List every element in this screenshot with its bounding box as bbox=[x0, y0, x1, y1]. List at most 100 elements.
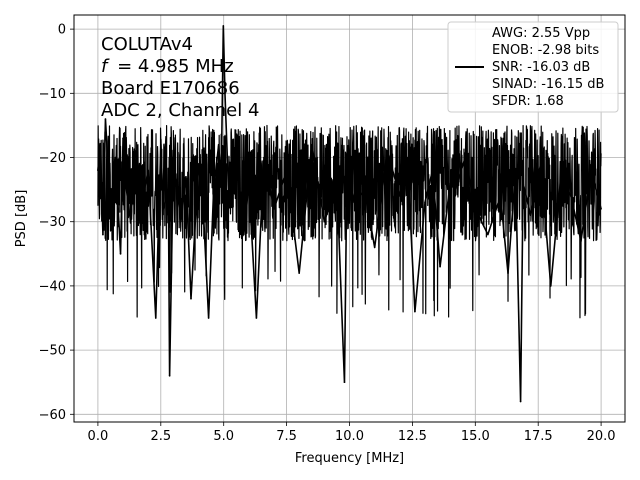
y-tick-label: 0 bbox=[58, 23, 66, 38]
psd-line bbox=[97, 25, 602, 403]
psd-point bbox=[399, 195, 401, 197]
psd-point bbox=[99, 143, 102, 146]
y-tick-label: −60 bbox=[39, 408, 66, 423]
psd-point bbox=[109, 208, 112, 210]
psd-point bbox=[464, 156, 467, 159]
psd-point bbox=[570, 195, 572, 197]
legend-line-3: SNR: -16.03 dB bbox=[492, 60, 590, 75]
psd-point bbox=[97, 169, 99, 172]
psd-point bbox=[248, 182, 250, 184]
psd-point bbox=[310, 143, 313, 146]
psd-point bbox=[273, 208, 275, 210]
annotation-block: COLUTAv4 f = 4.985 MHz Board E170686 ADC… bbox=[101, 34, 259, 121]
psd-point bbox=[519, 400, 522, 403]
psd-point bbox=[102, 233, 104, 236]
psd-point bbox=[406, 156, 409, 159]
psd-point bbox=[580, 240, 582, 242]
psd-point bbox=[600, 208, 602, 210]
psd-point bbox=[142, 195, 144, 197]
y-tick-label: −30 bbox=[39, 215, 66, 230]
psd-point bbox=[353, 201, 356, 204]
psd-point bbox=[386, 150, 389, 152]
annotation-line-4: ADC 2, Channel 4 bbox=[101, 100, 259, 121]
legend: AWG: 2.55 Vpp ENOB: -2.98 bits SNR: -16.… bbox=[447, 21, 619, 113]
psd-point bbox=[373, 246, 376, 249]
annotation-line-3: Board E170686 bbox=[101, 78, 240, 99]
psd-point bbox=[167, 188, 170, 191]
psd-point bbox=[507, 272, 509, 274]
psd-point bbox=[114, 156, 117, 159]
legend-line-5: SFDR: 1.68 bbox=[492, 94, 564, 109]
y-axis-ticks: 0 −10 −20 −30 −40 −50 −60 bbox=[39, 23, 74, 423]
psd-point bbox=[129, 220, 132, 223]
psd-point bbox=[487, 233, 489, 236]
psd-point bbox=[190, 297, 192, 300]
psd-point bbox=[147, 169, 150, 172]
y-tick-label: −10 bbox=[39, 87, 66, 102]
psd-point bbox=[449, 182, 451, 184]
y-tick-label: −40 bbox=[39, 279, 66, 294]
psd-point bbox=[514, 169, 517, 172]
psd-series bbox=[97, 25, 602, 403]
psd-point bbox=[134, 150, 137, 152]
psd-point bbox=[431, 169, 434, 172]
psd-point bbox=[197, 163, 200, 165]
psd-point bbox=[522, 182, 524, 184]
x-tick-label: 17.5 bbox=[524, 429, 553, 444]
y-tick-label: −50 bbox=[39, 344, 66, 359]
psd-point bbox=[220, 182, 222, 184]
x-tick-label: 7.5 bbox=[276, 429, 297, 444]
psd-point bbox=[549, 285, 552, 287]
y-tick-label: −20 bbox=[39, 151, 66, 166]
legend-box bbox=[447, 21, 619, 113]
psd-point bbox=[499, 195, 502, 197]
psd-point bbox=[224, 92, 226, 95]
x-tick-label: 15.0 bbox=[461, 429, 490, 444]
x-axis-label: Frequency [MHz] bbox=[295, 451, 404, 466]
psd-point bbox=[168, 374, 171, 377]
psd-point bbox=[243, 233, 245, 236]
psd-point bbox=[343, 381, 346, 383]
psd-point bbox=[122, 137, 124, 140]
psd-point bbox=[590, 169, 592, 172]
psd-point bbox=[119, 253, 122, 255]
annotation-frequency: = 4.985 MHz bbox=[117, 56, 234, 77]
psd-point bbox=[217, 143, 220, 146]
psd-point bbox=[560, 175, 562, 178]
psd-point bbox=[222, 25, 225, 27]
y-axis-label: PSD [dB] bbox=[14, 190, 29, 248]
psd-point bbox=[539, 163, 542, 165]
psd-point bbox=[255, 317, 258, 319]
x-tick-label: 12.5 bbox=[398, 429, 427, 444]
psd-point bbox=[160, 143, 162, 146]
psd-point bbox=[162, 208, 165, 210]
psd-point bbox=[439, 265, 441, 268]
legend-line-2: ENOB: -2.98 bits bbox=[492, 43, 599, 58]
x-tick-label: 0.0 bbox=[88, 429, 109, 444]
psd-point bbox=[185, 175, 187, 178]
psd-point bbox=[227, 195, 230, 197]
psd-point bbox=[454, 188, 456, 191]
psd-point bbox=[424, 201, 426, 204]
psd-point bbox=[346, 163, 348, 165]
annotation-line-1: COLUTAv4 bbox=[101, 34, 193, 55]
psd-point bbox=[124, 182, 127, 184]
annotation-line-2: f = 4.985 MHz bbox=[101, 56, 234, 77]
psd-point bbox=[180, 220, 182, 223]
psd-point bbox=[207, 317, 210, 319]
psd-point bbox=[235, 156, 238, 159]
legend-line-1: AWG: 2.55 Vpp bbox=[492, 26, 590, 41]
legend-line-4: SINAD: -16.15 dB bbox=[492, 77, 604, 92]
psd-point bbox=[336, 182, 338, 184]
psd-point bbox=[263, 156, 265, 159]
x-tick-label: 2.5 bbox=[150, 429, 171, 444]
psd-point bbox=[323, 220, 326, 223]
x-axis-ticks: 0.0 2.5 5.0 7.5 10.0 12.5 15.0 17.5 20.0 bbox=[88, 422, 616, 444]
psd-point bbox=[298, 272, 300, 274]
psd-point bbox=[104, 118, 107, 120]
psd-point bbox=[285, 169, 288, 172]
psd-point bbox=[212, 188, 215, 191]
psd-point bbox=[202, 214, 205, 217]
x-tick-label: 10.0 bbox=[335, 429, 364, 444]
